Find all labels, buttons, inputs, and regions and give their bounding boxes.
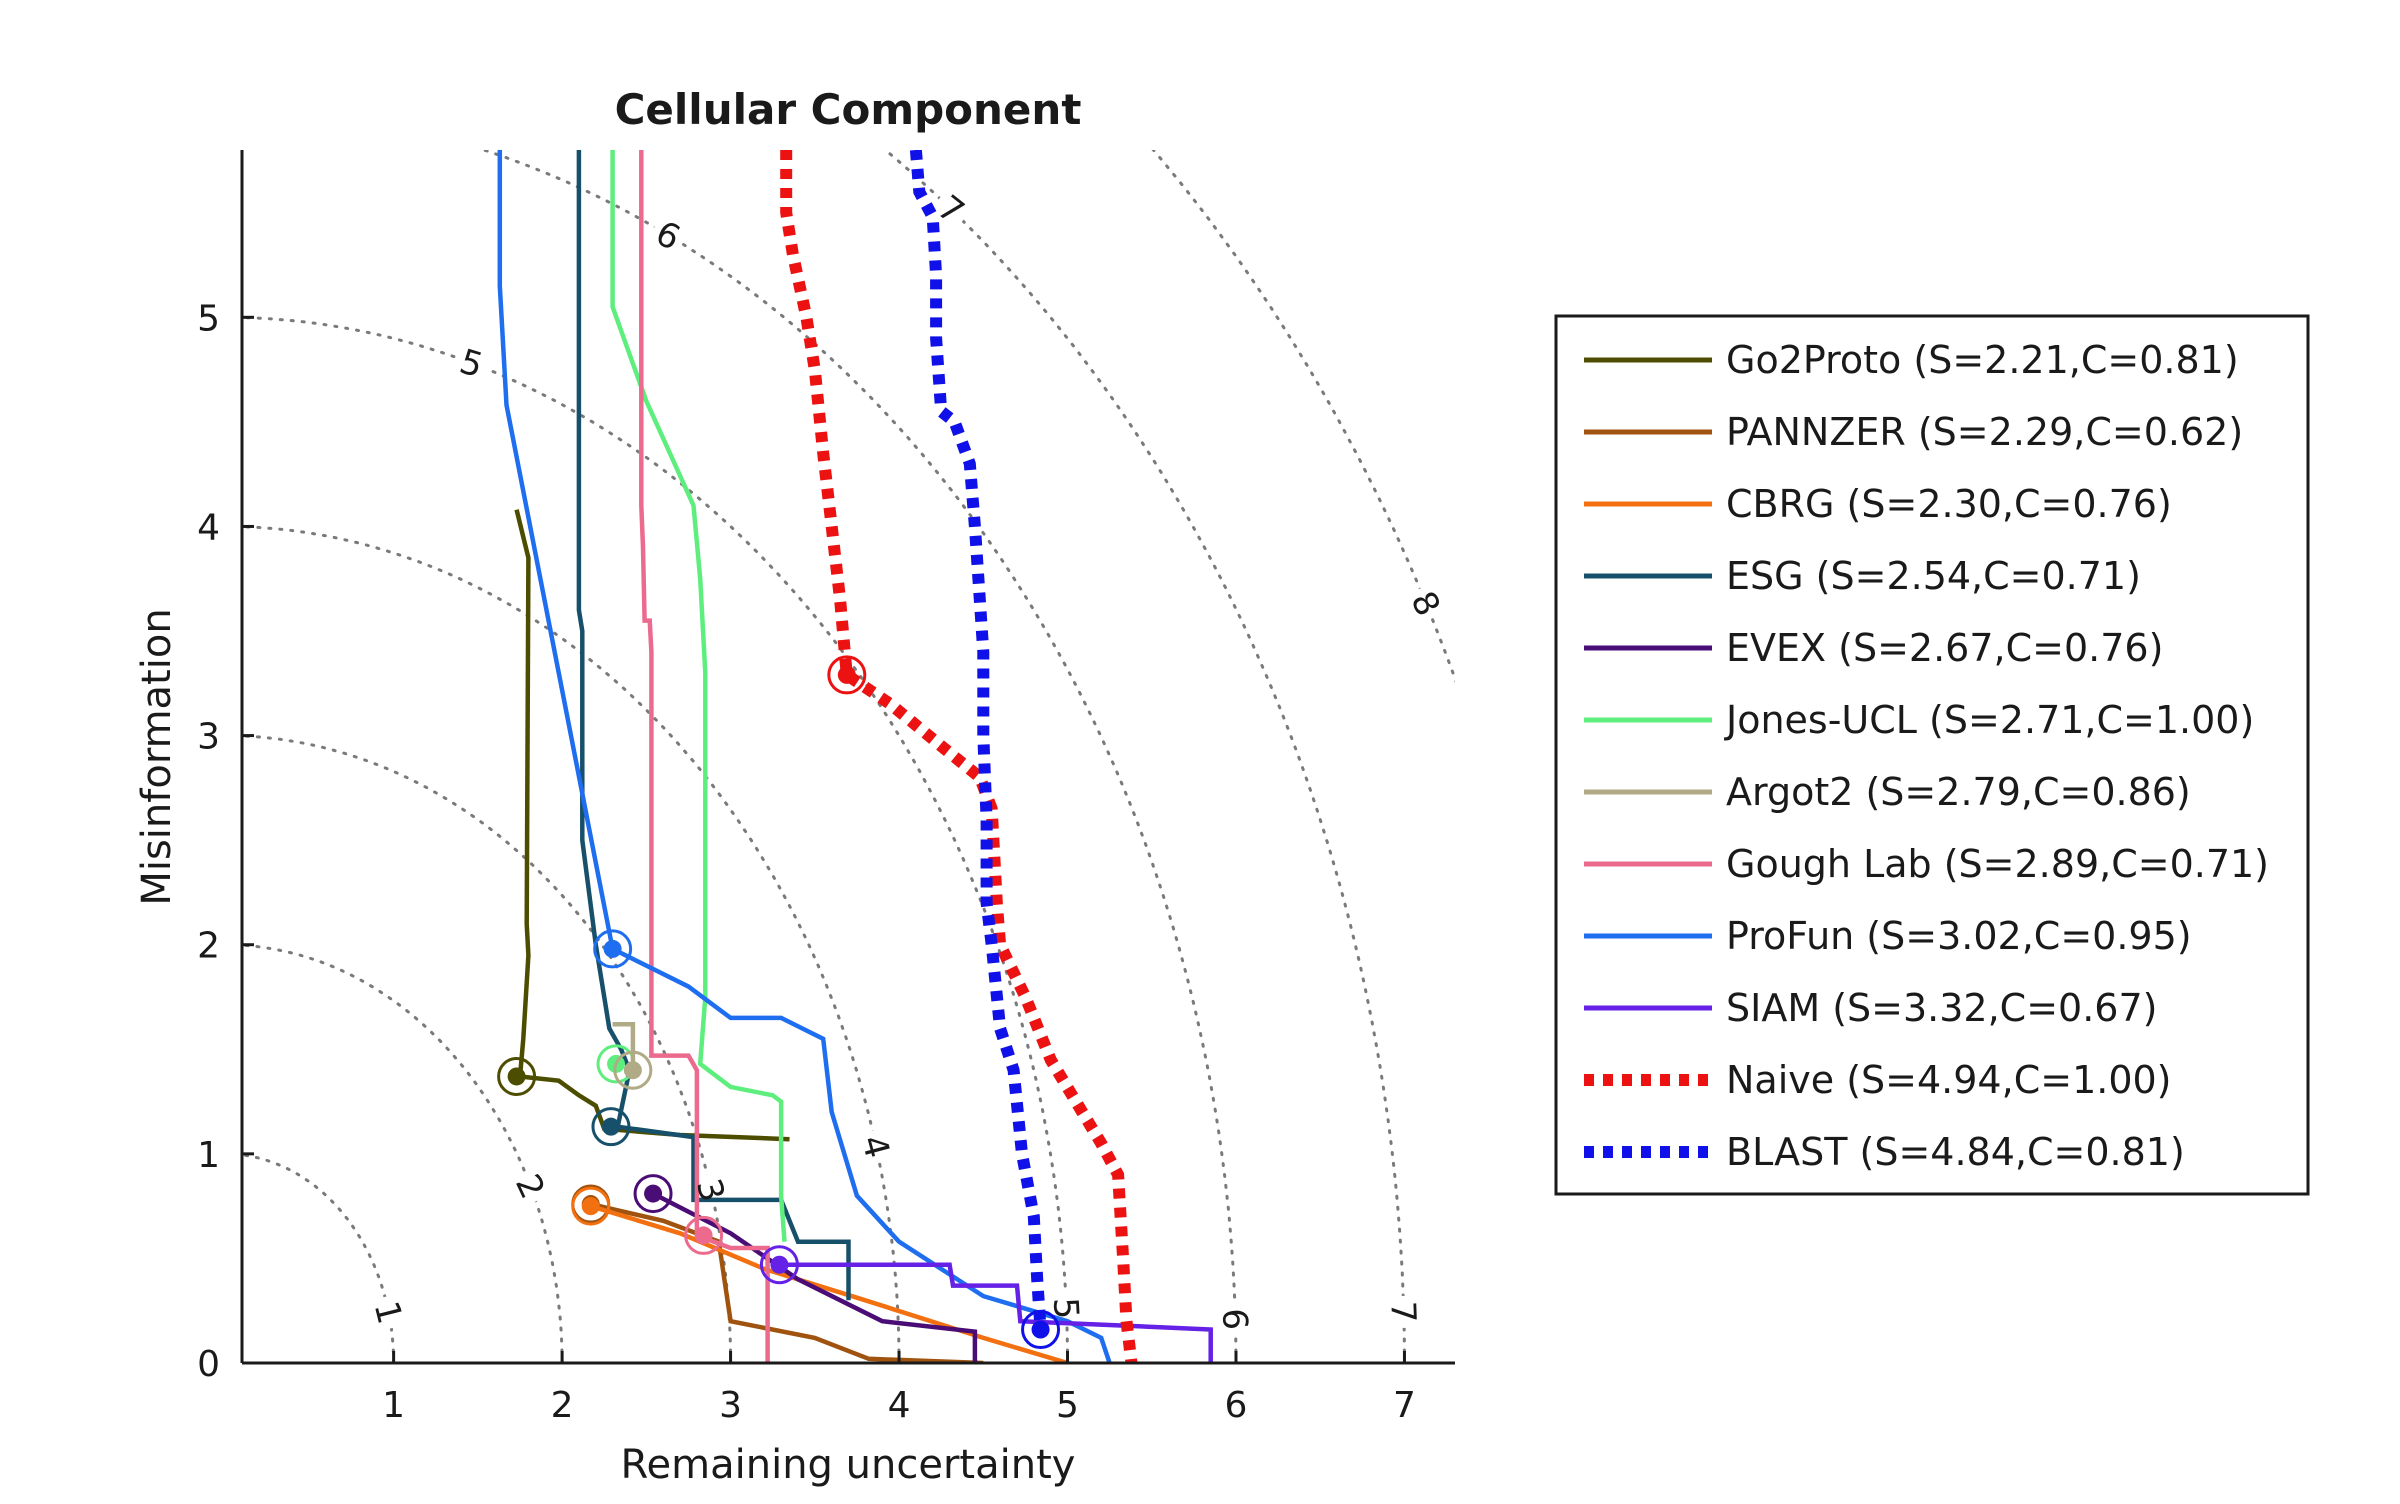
legend-label: Go2Proto (S=2.21,C=0.81) bbox=[1726, 338, 2239, 382]
x-tick-label: 4 bbox=[888, 1385, 911, 1426]
y-tick-label: 1 bbox=[197, 1135, 220, 1176]
contour-arc bbox=[479, 150, 1238, 1363]
series-marker-ring bbox=[759, 1245, 799, 1285]
series-marker-ring bbox=[827, 655, 867, 695]
series-marker-dot bbox=[603, 939, 622, 958]
contour-arc bbox=[242, 316, 1069, 1363]
contour-label-bg bbox=[1214, 1302, 1256, 1336]
legend-label: PANNZER (S=2.29,C=0.62) bbox=[1726, 410, 2243, 454]
legend-label: Naive (S=4.94,C=1.00) bbox=[1726, 1058, 2172, 1102]
x-axis-label: Remaining uncertainty bbox=[621, 1442, 1076, 1488]
series-marker-ring bbox=[591, 1107, 631, 1147]
contour-layer bbox=[242, 150, 1455, 1363]
contour-arc bbox=[1151, 150, 1455, 684]
y-tick-label: 0 bbox=[197, 1344, 220, 1385]
legend-label: CBRG (S=2.30,C=0.76) bbox=[1726, 482, 2172, 526]
legend-box bbox=[1554, 314, 2310, 1196]
contour-arc bbox=[242, 943, 564, 1363]
series-marker-dot bbox=[837, 665, 856, 684]
y-tick-label: 2 bbox=[197, 926, 220, 967]
legend-label: ESG (S=2.54,C=0.71) bbox=[1726, 554, 2141, 598]
contour-label: 7 bbox=[1382, 1300, 1423, 1323]
series-line bbox=[779, 1262, 1213, 1363]
legend-items: Go2Proto (S=2.21,C=0.81) PANNZER (S=2.29,… bbox=[1584, 338, 2269, 1174]
contour-label-bg bbox=[450, 339, 493, 387]
series-layer bbox=[497, 150, 1213, 1363]
series-line bbox=[497, 150, 1112, 1363]
series-marker-ring bbox=[593, 929, 633, 969]
legend-label: Argot2 (S=2.79,C=0.86) bbox=[1726, 770, 2191, 814]
series-marker-ring bbox=[613, 1050, 653, 1090]
series-line bbox=[639, 150, 770, 1363]
x-tick-label: 3 bbox=[719, 1385, 742, 1426]
series-marker-ring bbox=[1021, 1310, 1061, 1350]
contour-label-bg bbox=[1400, 580, 1452, 627]
contour-arc bbox=[242, 525, 901, 1363]
x-tick-label: 1 bbox=[382, 1385, 405, 1426]
series-marker-dot bbox=[694, 1226, 713, 1245]
series-marker-dot bbox=[581, 1197, 600, 1216]
y-tick-label: 3 bbox=[197, 717, 220, 758]
contour-arc bbox=[242, 1153, 396, 1363]
series-marker-ring bbox=[497, 1056, 537, 1096]
series-line bbox=[590, 1201, 984, 1363]
legend-label: BLAST (S=4.84,C=0.81) bbox=[1726, 1130, 2185, 1174]
series-line bbox=[909, 150, 1047, 1330]
series-marker-ring bbox=[684, 1215, 724, 1255]
series-marker-dot bbox=[644, 1184, 663, 1203]
series-marker-dot bbox=[507, 1067, 526, 1086]
y-tick-label: 5 bbox=[197, 298, 220, 339]
series-marker-ring bbox=[571, 1186, 611, 1226]
legend-label: ProFun (S=3.02,C=0.95) bbox=[1726, 914, 2192, 958]
legend-label: Gough Lab (S=2.89,C=0.71) bbox=[1726, 842, 2269, 886]
y-axis-label: Misinformation bbox=[134, 608, 180, 905]
legend-label: EVEX (S=2.67,C=0.76) bbox=[1726, 626, 2163, 670]
legend-label: Jones-UCL (S=2.71,C=1.00) bbox=[1724, 698, 2254, 742]
legend-label: SIAM (S=3.32,C=0.67) bbox=[1726, 986, 2157, 1030]
series-marker-dot bbox=[623, 1061, 642, 1080]
contour-arc bbox=[883, 150, 1406, 1363]
contour-label-bg bbox=[1383, 1295, 1425, 1329]
series-line bbox=[780, 150, 1138, 1363]
series-line bbox=[590, 1203, 1069, 1363]
series-marker-dot bbox=[770, 1255, 789, 1274]
chart-title: Cellular Component bbox=[615, 85, 1082, 134]
y-tick-label: 4 bbox=[197, 507, 220, 548]
contour-label-bg bbox=[645, 210, 692, 261]
legend: Go2Proto (S=2.21,C=0.81) PANNZER (S=2.29,… bbox=[1554, 314, 2310, 1196]
contour-label-bg bbox=[852, 1125, 900, 1168]
contour-label-bg bbox=[365, 1292, 412, 1333]
x-tick-label: 2 bbox=[551, 1385, 574, 1426]
series-marker-dot bbox=[601, 1117, 620, 1136]
series-line bbox=[612, 1021, 636, 1071]
contour-label-bg bbox=[505, 1163, 556, 1210]
series-marker-dot bbox=[1031, 1320, 1050, 1339]
x-tick-label: 6 bbox=[1225, 1385, 1248, 1426]
contour-label: 5 bbox=[1045, 1296, 1086, 1320]
x-tick-label: 5 bbox=[1056, 1385, 1079, 1426]
contour-arc bbox=[242, 734, 733, 1363]
x-tick-label: 7 bbox=[1393, 1385, 1416, 1426]
contour-label: 6 bbox=[1214, 1308, 1255, 1331]
series-marker-ring bbox=[633, 1174, 673, 1214]
